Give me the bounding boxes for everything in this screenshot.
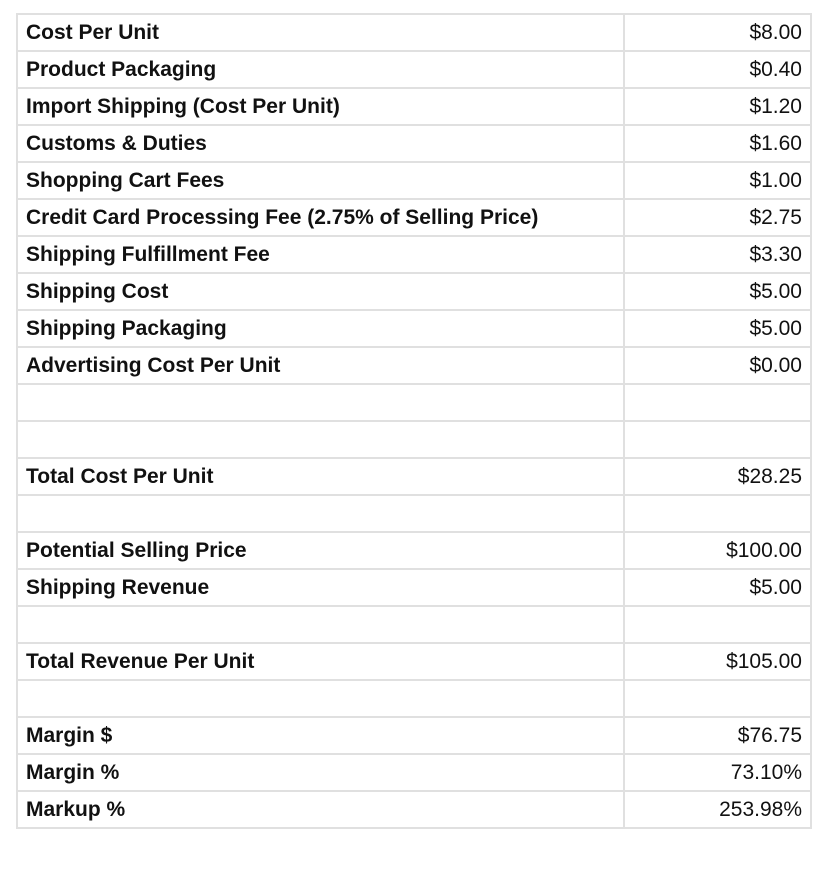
row-value[interactable] [623,383,812,422]
table-row: Customs & Duties $1.60 [16,124,812,163]
row-value[interactable]: $2.75 [623,198,812,237]
table-row [16,420,812,459]
table-row: Shipping Revenue $5.00 [16,568,812,607]
table-row: Total Revenue Per Unit $105.00 [16,642,812,681]
row-value[interactable] [623,420,812,459]
row-value[interactable]: $105.00 [623,642,812,681]
table-row: Advertising Cost Per Unit $0.00 [16,346,812,385]
row-value[interactable]: $1.60 [623,124,812,163]
row-value[interactable] [623,494,812,533]
row-label[interactable]: Advertising Cost Per Unit [16,346,625,385]
table-row: Shipping Cost $5.00 [16,272,812,311]
row-value[interactable]: $5.00 [623,568,812,607]
table-row: Credit Card Processing Fee (2.75% of Sel… [16,198,812,237]
table-row: Shipping Packaging $5.00 [16,309,812,348]
table-row: Shopping Cart Fees $1.00 [16,161,812,200]
row-label[interactable] [16,494,625,533]
table-row [16,383,812,422]
row-label[interactable] [16,383,625,422]
table-row: Product Packaging $0.40 [16,50,812,89]
row-label[interactable]: Cost Per Unit [16,13,625,52]
row-label[interactable]: Product Packaging [16,50,625,89]
row-label[interactable] [16,605,625,644]
table-row: Total Cost Per Unit $28.25 [16,457,812,496]
row-label[interactable]: Shipping Cost [16,272,625,311]
table-row: Shipping Fulfillment Fee $3.30 [16,235,812,274]
row-label[interactable]: Shipping Fulfillment Fee [16,235,625,274]
row-value[interactable]: $1.20 [623,87,812,126]
table-row: Margin % 73.10% [16,753,812,792]
table-row [16,494,812,533]
row-label[interactable]: Customs & Duties [16,124,625,163]
row-value[interactable]: $0.40 [623,50,812,89]
row-value[interactable]: $8.00 [623,13,812,52]
table-row: Potential Selling Price $100.00 [16,531,812,570]
row-value[interactable]: $100.00 [623,531,812,570]
row-value[interactable]: $28.25 [623,457,812,496]
row-label[interactable] [16,679,625,718]
row-value[interactable]: $76.75 [623,716,812,755]
row-value[interactable]: $5.00 [623,272,812,311]
row-label[interactable]: Margin % [16,753,625,792]
table-row [16,605,812,644]
cost-table: Cost Per Unit $8.00 Product Packaging $0.40… [16,13,812,829]
row-value[interactable]: $0.00 [623,346,812,385]
row-value[interactable]: 73.10% [623,753,812,792]
row-value[interactable] [623,679,812,718]
row-label[interactable]: Credit Card Processing Fee (2.75% of Sel… [16,198,625,237]
row-label[interactable]: Shopping Cart Fees [16,161,625,200]
table-row: Cost Per Unit $8.00 [16,13,812,52]
row-label[interactable]: Potential Selling Price [16,531,625,570]
table-row [16,679,812,718]
table-row: Import Shipping (Cost Per Unit) $1.20 [16,87,812,126]
table-row: Margin $ $76.75 [16,716,812,755]
row-label[interactable]: Total Cost Per Unit [16,457,625,496]
row-value[interactable]: $3.30 [623,235,812,274]
row-label[interactable]: Import Shipping (Cost Per Unit) [16,87,625,126]
row-value[interactable]: $5.00 [623,309,812,348]
table-row: Markup % 253.98% [16,790,812,829]
row-label[interactable]: Margin $ [16,716,625,755]
row-label[interactable]: Shipping Packaging [16,309,625,348]
row-value[interactable] [623,605,812,644]
row-label[interactable]: Markup % [16,790,625,829]
row-value[interactable]: 253.98% [623,790,812,829]
row-label[interactable] [16,420,625,459]
row-label[interactable]: Total Revenue Per Unit [16,642,625,681]
row-label[interactable]: Shipping Revenue [16,568,625,607]
row-value[interactable]: $1.00 [623,161,812,200]
